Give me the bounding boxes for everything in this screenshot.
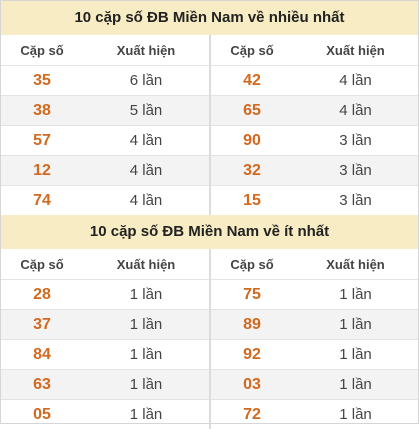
- pair-count: 1 lần: [339, 346, 372, 363]
- pair-count: 1 lần: [129, 406, 163, 423]
- table-row: 63 1 lần: [1, 369, 209, 399]
- table-row: 72 1 lần: [211, 399, 418, 429]
- pair-number: 32: [243, 161, 261, 179]
- count-header: Xuất hiện: [116, 42, 176, 58]
- table-row: 92 1 lần: [211, 339, 418, 369]
- pair-number: 12: [33, 161, 51, 179]
- pair-count: 1 lần: [129, 286, 163, 303]
- pair-header: Cặp số: [20, 256, 64, 272]
- pair-count: 1 lần: [129, 316, 163, 333]
- pair-number: 84: [33, 345, 51, 363]
- least-frequent-tables: Cặp số Xuất hiện 28 1 lần 37 1 lần 84 1 …: [1, 249, 418, 429]
- table-row: 65 4 lần: [211, 95, 418, 125]
- pair-count: 3 lần: [339, 132, 372, 149]
- pair-number: 74: [33, 191, 51, 209]
- table-header: Cặp số Xuất hiện: [1, 249, 209, 279]
- table-row: 37 1 lần: [1, 309, 209, 339]
- least-frequent-left-table: Cặp số Xuất hiện 28 1 lần 37 1 lần 84 1 …: [1, 249, 211, 429]
- pair-count: 4 lần: [339, 102, 372, 119]
- count-header: Xuất hiện: [116, 256, 176, 272]
- table-row: 05 1 lần: [1, 399, 209, 429]
- pair-count: 4 lần: [129, 162, 163, 179]
- pair-number: 03: [243, 375, 261, 393]
- table-row: 75 1 lần: [211, 279, 418, 309]
- pair-header: Cặp số: [230, 256, 274, 272]
- count-header: Xuất hiện: [326, 42, 385, 58]
- most-frequent-tables: Cặp số Xuất hiện 35 6 lần 38 5 lần 57 4 …: [1, 35, 418, 215]
- pair-number: 72: [243, 405, 261, 423]
- pair-count: 4 lần: [339, 72, 372, 89]
- table-header: Cặp số Xuất hiện: [1, 35, 209, 65]
- pair-count: 5 lần: [129, 102, 163, 119]
- pair-number: 38: [33, 101, 51, 119]
- table-row: 28 1 lần: [1, 279, 209, 309]
- pair-count: 3 lần: [339, 192, 372, 209]
- pair-count: 1 lần: [339, 376, 372, 393]
- pair-count: 1 lần: [129, 346, 163, 363]
- pair-number: 28: [33, 285, 51, 303]
- most-frequent-left-table: Cặp số Xuất hiện 35 6 lần 38 5 lần 57 4 …: [1, 35, 211, 215]
- pair-number: 57: [33, 131, 51, 149]
- table-row: 32 3 lần: [211, 155, 418, 185]
- table-row: 38 5 lần: [1, 95, 209, 125]
- pair-header: Cặp số: [230, 42, 274, 58]
- table-row: 84 1 lần: [1, 339, 209, 369]
- pair-count: 6 lần: [129, 72, 163, 89]
- table-row: 90 3 lần: [211, 125, 418, 155]
- count-header: Xuất hiện: [326, 256, 385, 272]
- pair-number: 63: [33, 375, 51, 393]
- pair-number: 90: [243, 131, 261, 149]
- pair-count: 1 lần: [339, 286, 372, 303]
- table-row: 57 4 lần: [1, 125, 209, 155]
- pair-count: 4 lần: [129, 132, 163, 149]
- pair-number: 89: [243, 315, 261, 333]
- pair-number: 35: [33, 71, 51, 89]
- table-row: 12 4 lần: [1, 155, 209, 185]
- pair-count: 1 lần: [129, 376, 163, 393]
- pair-number: 92: [243, 345, 261, 363]
- table-row: 03 1 lần: [211, 369, 418, 399]
- least-frequent-right-table: Cặp số Xuất hiện 75 1 lần 89 1 lần 92 1 …: [211, 249, 418, 429]
- pair-count: 1 lần: [339, 406, 372, 423]
- table-header: Cặp số Xuất hiện: [211, 35, 418, 65]
- most-frequent-right-table: Cặp số Xuất hiện 42 4 lần 65 4 lần 90 3 …: [211, 35, 418, 215]
- least-frequent-title: 10 cặp số ĐB Miền Nam về ít nhất: [1, 215, 418, 249]
- most-frequent-title: 10 cặp số ĐB Miền Nam về nhiều nhất: [1, 1, 418, 35]
- pair-header: Cặp số: [20, 42, 64, 58]
- table-row: 15 3 lần: [211, 185, 418, 215]
- table-row: 74 4 lần: [1, 185, 209, 215]
- table-row: 35 6 lần: [1, 65, 209, 95]
- pair-number: 37: [33, 315, 51, 333]
- pair-count: 1 lần: [339, 316, 372, 333]
- pair-number: 05: [33, 405, 51, 423]
- pair-count: 4 lần: [129, 192, 163, 209]
- table-row: 42 4 lần: [211, 65, 418, 95]
- pair-number: 65: [243, 101, 261, 119]
- table-row: 89 1 lần: [211, 309, 418, 339]
- table-header: Cặp số Xuất hiện: [211, 249, 418, 279]
- pair-number: 75: [243, 285, 261, 303]
- pair-count: 3 lần: [339, 162, 372, 179]
- pair-number: 42: [243, 71, 261, 89]
- pair-number: 15: [243, 191, 261, 209]
